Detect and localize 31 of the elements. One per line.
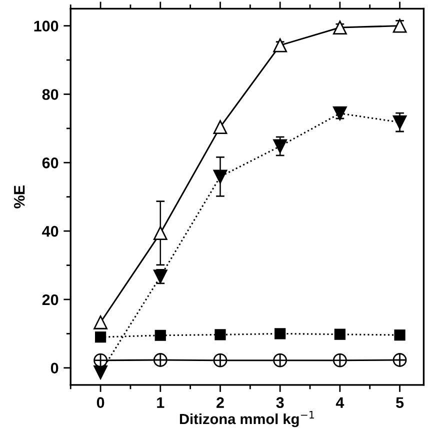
x-tick-label: 0	[96, 397, 104, 408]
y-tick-label: 80	[42, 89, 58, 100]
x-tick-label: 2	[216, 397, 224, 408]
point	[94, 332, 106, 343]
x-tick-label: 1	[157, 397, 164, 408]
y-tick-label: 100	[34, 20, 58, 32]
point	[332, 20, 347, 34]
point	[213, 120, 228, 134]
point	[332, 106, 347, 120]
y-tick-label: 40	[42, 226, 58, 237]
y-tick-label: 20	[42, 294, 58, 306]
point	[154, 330, 166, 341]
point	[392, 115, 407, 130]
point	[213, 170, 228, 184]
point	[214, 329, 226, 340]
y-axis-title: %E	[14, 186, 25, 208]
x-tick-label: 5	[396, 397, 404, 408]
point	[94, 315, 108, 330]
point	[334, 328, 346, 340]
x-tick-label: 3	[276, 397, 284, 408]
point	[392, 18, 407, 33]
y-tick-label: 0	[50, 362, 58, 374]
point	[153, 226, 168, 240]
point	[274, 328, 286, 340]
point	[153, 270, 168, 284]
point	[273, 38, 288, 52]
point	[273, 139, 288, 154]
x-axis-title: Ditizona mmol kg$^{−1}$	[180, 411, 314, 428]
x-tick-label: 4	[336, 397, 344, 408]
point	[394, 329, 406, 341]
y-tick-label: 60	[42, 158, 58, 168]
